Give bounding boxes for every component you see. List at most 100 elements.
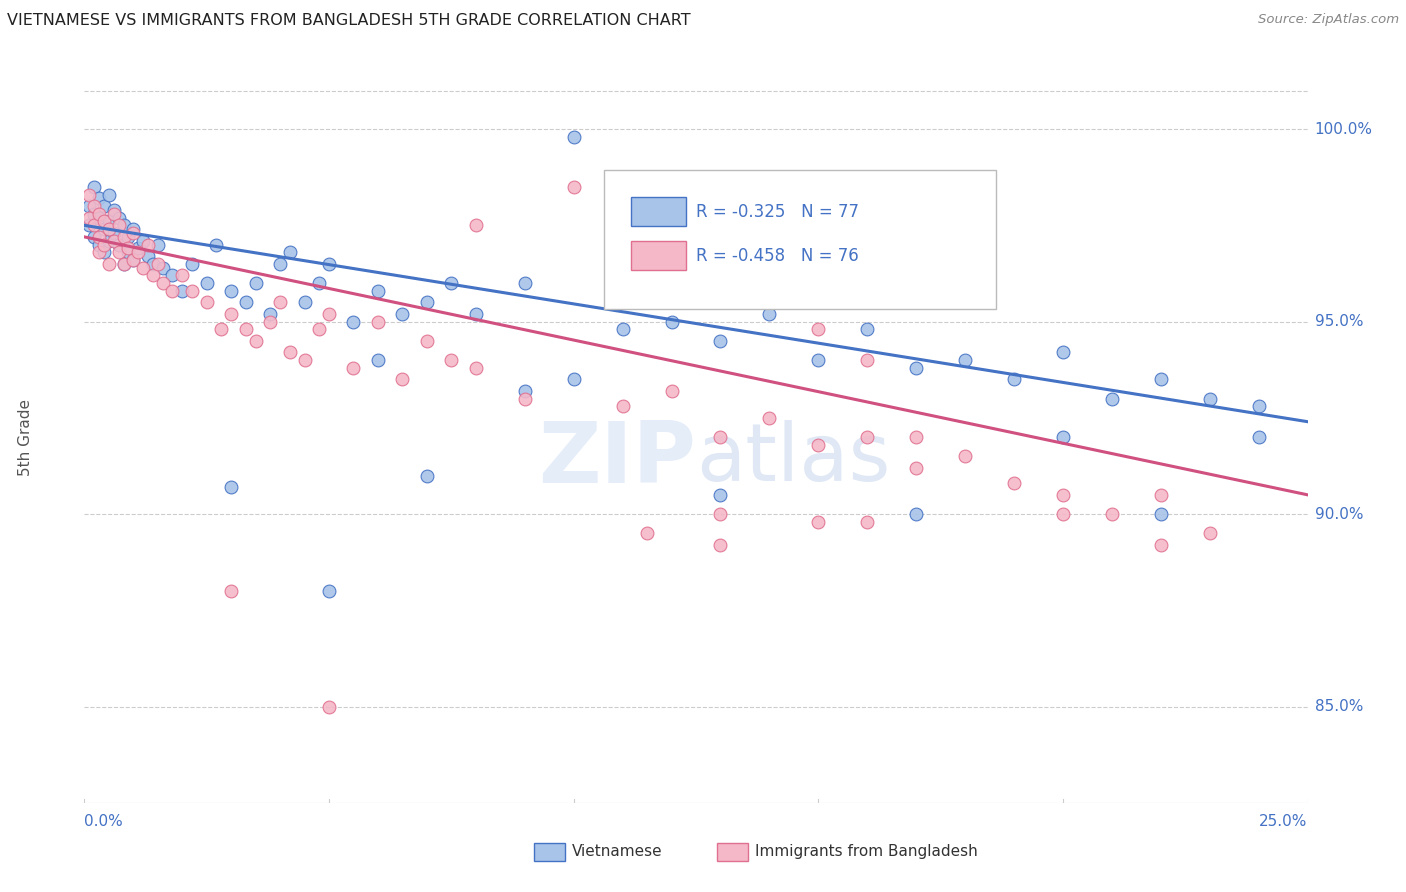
Point	[905, 507, 928, 521]
Point	[416, 468, 439, 483]
Point	[1052, 507, 1074, 521]
Point	[1150, 538, 1173, 552]
Point	[758, 307, 780, 321]
Point	[142, 257, 165, 271]
Text: R = -0.325   N = 77: R = -0.325 N = 77	[696, 202, 859, 221]
Point	[636, 526, 658, 541]
Point	[391, 307, 413, 321]
Point	[235, 295, 257, 310]
Point	[367, 284, 389, 298]
Point	[103, 202, 125, 217]
Point	[107, 219, 129, 233]
Point	[235, 322, 257, 336]
Point	[905, 461, 928, 475]
Point	[117, 242, 139, 256]
Point	[612, 399, 634, 413]
Point	[856, 515, 879, 529]
Point	[1150, 372, 1173, 386]
Point	[122, 252, 145, 267]
Point	[440, 276, 463, 290]
Point	[807, 515, 830, 529]
FancyBboxPatch shape	[631, 241, 686, 270]
Point	[440, 353, 463, 368]
Point	[1101, 392, 1123, 406]
Point	[97, 222, 120, 236]
Text: 25.0%: 25.0%	[1260, 814, 1308, 830]
Point	[661, 315, 683, 329]
Point	[1247, 430, 1270, 444]
Text: ZIP: ZIP	[538, 417, 696, 500]
Point	[152, 260, 174, 275]
Point	[93, 222, 115, 236]
Point	[97, 257, 120, 271]
Point	[93, 214, 115, 228]
Point	[661, 257, 683, 271]
Point	[308, 322, 330, 336]
Point	[195, 276, 218, 290]
Point	[103, 226, 125, 240]
Point	[97, 234, 120, 248]
Text: VIETNAMESE VS IMMIGRANTS FROM BANGLADESH 5TH GRADE CORRELATION CHART: VIETNAMESE VS IMMIGRANTS FROM BANGLADESH…	[7, 13, 690, 29]
Point	[342, 360, 364, 375]
Point	[219, 480, 242, 494]
Point	[181, 257, 204, 271]
Point	[278, 345, 301, 359]
Point	[1101, 507, 1123, 521]
Point	[87, 191, 110, 205]
Point	[416, 334, 439, 348]
Text: Immigrants from Bangladesh: Immigrants from Bangladesh	[755, 845, 977, 859]
Point	[77, 211, 100, 225]
Point	[294, 295, 316, 310]
Point	[562, 179, 585, 194]
Text: Vietnamese: Vietnamese	[572, 845, 662, 859]
Point	[464, 219, 486, 233]
Point	[97, 214, 120, 228]
Point	[122, 252, 145, 267]
Point	[83, 219, 105, 233]
Point	[856, 322, 879, 336]
Point	[136, 237, 159, 252]
Point	[127, 242, 149, 256]
Point	[172, 284, 194, 298]
Point	[172, 268, 194, 283]
Point	[513, 276, 536, 290]
Point	[87, 211, 110, 225]
Point	[416, 295, 439, 310]
Text: atlas: atlas	[696, 420, 890, 498]
Point	[83, 199, 105, 213]
Point	[758, 410, 780, 425]
Point	[142, 268, 165, 283]
Point	[87, 237, 110, 252]
Point	[513, 392, 536, 406]
Point	[269, 295, 291, 310]
Point	[1052, 345, 1074, 359]
Point	[122, 226, 145, 240]
Point	[162, 284, 184, 298]
Point	[278, 245, 301, 260]
Point	[661, 384, 683, 398]
Point	[107, 245, 129, 260]
Point	[1052, 430, 1074, 444]
Point	[259, 315, 281, 329]
Point	[93, 245, 115, 260]
Point	[112, 257, 135, 271]
Point	[97, 187, 120, 202]
Point	[318, 584, 340, 599]
Point	[112, 219, 135, 233]
FancyBboxPatch shape	[631, 197, 686, 227]
Point	[953, 450, 976, 464]
Point	[122, 222, 145, 236]
Point	[83, 230, 105, 244]
Point	[152, 276, 174, 290]
Point	[807, 438, 830, 452]
Point	[162, 268, 184, 283]
Point	[87, 230, 110, 244]
Point	[1002, 372, 1025, 386]
Point	[709, 430, 731, 444]
Point	[219, 584, 242, 599]
Text: 85.0%: 85.0%	[1315, 699, 1362, 714]
Point	[464, 307, 486, 321]
Point	[209, 322, 232, 336]
Point	[205, 237, 228, 252]
Point	[612, 322, 634, 336]
